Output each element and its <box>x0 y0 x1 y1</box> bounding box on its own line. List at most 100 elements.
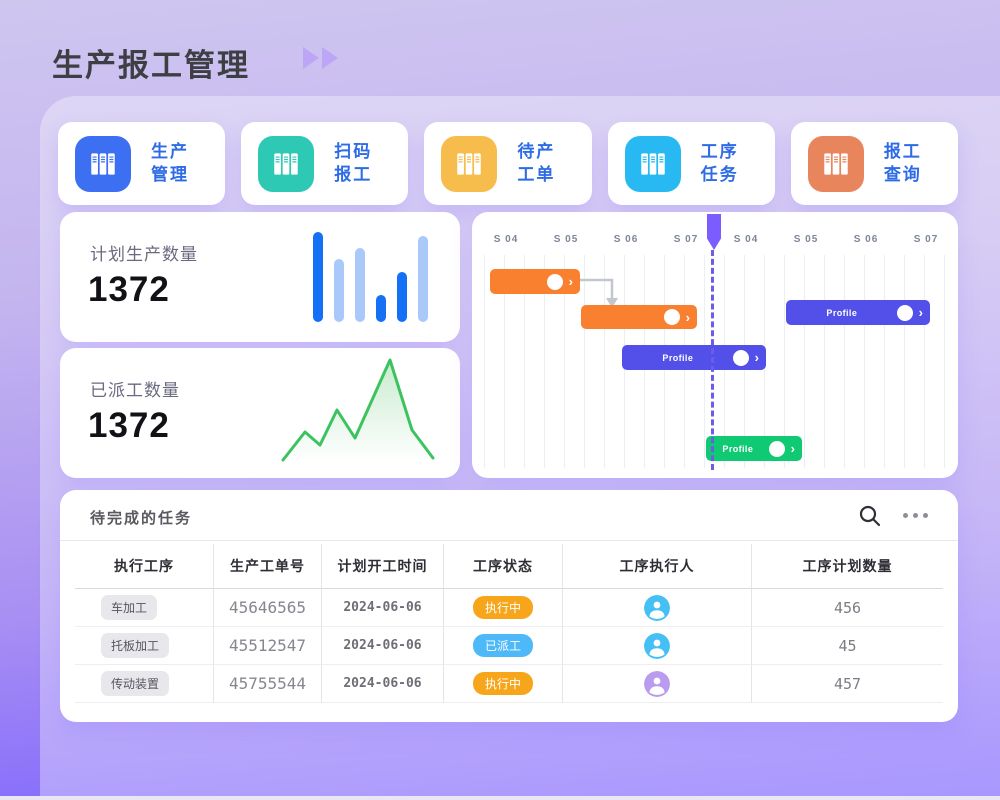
dispatched-quantity-card: 已派工数量 1372 <box>60 348 460 478</box>
gantt-task-bar[interactable]: Profile › <box>622 345 766 370</box>
timeline-label: S 06 <box>613 234 639 245</box>
timeline-label: S 05 <box>793 234 819 245</box>
timeline-label: S 04 <box>493 234 519 245</box>
arrow-right-icon <box>322 47 338 69</box>
status-cell: 执行中 <box>444 665 563 703</box>
books-icon <box>807 135 864 192</box>
pending-tasks-card: 待完成的任务 执行工序 生产工单号 计划开工时间 工序状态 工序执行人 工序计划数量 车加… <box>60 490 958 722</box>
executor-cell <box>563 589 752 627</box>
nav-item-process-tasks[interactable]: 工序 任务 <box>607 122 775 205</box>
nav-item-production-management[interactable]: 生产 管理 <box>58 122 226 205</box>
nav-item-label: 报工 查询 <box>883 142 922 184</box>
start-date-cell: 2024-06-06 <box>322 627 444 665</box>
status-cell: 执行中 <box>444 589 563 627</box>
books-icon <box>75 135 131 192</box>
process-cell[interactable]: 托板加工 <box>75 627 214 665</box>
nav-item-label: 待产 工单 <box>517 142 556 184</box>
gantt-task-bar[interactable]: Profile › <box>706 436 802 461</box>
bar <box>397 272 407 322</box>
planned-bar-chart <box>313 227 428 322</box>
gantt-bar-handle-icon <box>896 304 913 321</box>
gantt-bar-handle-icon <box>546 273 563 290</box>
books-icon <box>258 135 315 192</box>
chevron-right-icon: › <box>790 441 795 456</box>
gantt-bar-handle-icon <box>663 309 680 325</box>
timeline-marker-icon <box>707 214 721 250</box>
status-badge: 执行中 <box>472 672 533 695</box>
timeline-label: S 06 <box>853 234 879 245</box>
column-header: 工序状态 <box>444 544 563 589</box>
process-pill: 传动装置 <box>101 671 170 696</box>
bar <box>376 295 386 322</box>
column-header: 工序计划数量 <box>752 544 943 589</box>
nav-item-label: 扫码 报工 <box>334 142 373 184</box>
gantt-chart-card: S 04 S 05 S 06 S 07 S 04 S 05 S 06 S 07 › › Prof… <box>472 212 958 478</box>
nav-item-label: 生产 管理 <box>151 142 189 184</box>
user-avatar-icon <box>644 632 670 659</box>
user-avatar-icon <box>644 594 670 621</box>
gantt-bar-handle-icon <box>768 440 785 457</box>
nav-item-pending-orders[interactable]: 待产 工单 <box>424 122 592 205</box>
gantt-bar-handle-icon <box>732 349 749 366</box>
executor-cell <box>563 665 752 703</box>
gantt-bar-label: Profile <box>662 352 694 363</box>
gantt-task-bar[interactable]: › <box>490 269 580 294</box>
order-no-cell: 45512547 <box>214 627 322 665</box>
search-icon[interactable] <box>858 504 882 528</box>
timeline-label: S 07 <box>673 234 699 245</box>
chevron-right-icon: › <box>918 305 923 320</box>
process-cell[interactable]: 车加工 <box>75 589 214 627</box>
start-date-cell: 2024-06-06 <box>322 589 444 627</box>
page-title: 生产报工管理 <box>52 48 250 83</box>
quantity-cell: 45 <box>752 627 943 665</box>
process-pill: 托板加工 <box>101 633 170 658</box>
bar <box>355 248 365 322</box>
order-no-cell: 45755544 <box>214 665 322 703</box>
start-date-cell: 2024-06-06 <box>322 665 444 703</box>
gantt-bar-label: Profile <box>826 307 858 318</box>
pending-tasks-title: 待完成的任务 <box>90 510 193 527</box>
status-badge: 已派工 <box>472 634 533 657</box>
bar <box>313 232 323 322</box>
books-icon <box>624 135 681 192</box>
nav-item-label: 工序 任务 <box>700 142 739 184</box>
timeline-label: S 05 <box>553 234 579 245</box>
books-icon <box>441 135 498 192</box>
timeline-label: S 04 <box>733 234 759 245</box>
status-badge: 执行中 <box>472 596 533 619</box>
tasks-table: 执行工序 生产工单号 计划开工时间 工序状态 工序执行人 工序计划数量 车加工 45646… <box>75 544 943 703</box>
order-no-cell: 45646565 <box>214 589 322 627</box>
column-header: 执行工序 <box>75 544 214 589</box>
quantity-cell: 457 <box>752 665 943 703</box>
gantt-bar-label: Profile <box>722 443 754 454</box>
gantt-task-bar[interactable]: › <box>581 305 697 329</box>
user-avatar-icon <box>644 670 670 697</box>
bar <box>418 236 428 322</box>
column-header: 生产工单号 <box>214 544 322 589</box>
dispatched-quantity-value: 1372 <box>88 406 170 445</box>
gantt-task-bar[interactable]: Profile › <box>786 300 930 325</box>
divider <box>60 540 958 541</box>
planned-quantity-value: 1372 <box>88 270 170 309</box>
current-time-line <box>711 250 714 470</box>
more-options-icon[interactable] <box>903 513 928 518</box>
dispatched-quantity-label: 已派工数量 <box>90 381 180 400</box>
chevron-right-icon: › <box>685 309 690 325</box>
nav-item-scan-report[interactable]: 扫码 报工 <box>241 122 409 205</box>
status-cell: 已派工 <box>444 627 563 665</box>
arrow-right-icon <box>303 47 319 69</box>
title-arrows-icon <box>303 47 338 69</box>
bar <box>334 259 344 322</box>
process-cell[interactable]: 传动装置 <box>75 665 214 703</box>
gantt-connector-arrow <box>580 278 618 308</box>
timeline-label: S 07 <box>913 234 939 245</box>
column-header: 计划开工时间 <box>322 544 444 589</box>
quantity-cell: 456 <box>752 589 943 627</box>
dispatched-line-chart <box>281 358 435 462</box>
executor-cell <box>563 627 752 665</box>
chevron-right-icon: › <box>754 350 759 365</box>
bottom-edge-strip <box>0 796 1000 800</box>
nav-item-report-query[interactable]: 报工 查询 <box>790 122 959 205</box>
planned-quantity-card: 计划生产数量 1372 <box>60 212 460 342</box>
chevron-right-icon: › <box>568 274 573 289</box>
